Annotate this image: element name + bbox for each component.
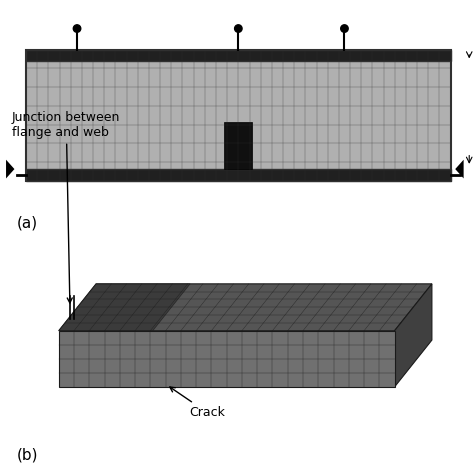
FancyBboxPatch shape — [26, 50, 451, 181]
Polygon shape — [6, 160, 14, 178]
Polygon shape — [394, 284, 432, 387]
Circle shape — [73, 25, 81, 32]
Polygon shape — [59, 284, 190, 331]
Text: (b): (b) — [17, 448, 38, 463]
FancyBboxPatch shape — [224, 122, 252, 169]
FancyBboxPatch shape — [26, 50, 451, 61]
FancyBboxPatch shape — [26, 169, 451, 181]
Polygon shape — [59, 284, 432, 331]
Text: (a): (a) — [17, 216, 38, 231]
Polygon shape — [59, 331, 394, 387]
Circle shape — [235, 25, 242, 32]
Text: Crack: Crack — [170, 387, 226, 419]
Circle shape — [341, 25, 348, 32]
Text: Junction between
flange and web: Junction between flange and web — [12, 110, 120, 303]
Polygon shape — [455, 160, 464, 178]
